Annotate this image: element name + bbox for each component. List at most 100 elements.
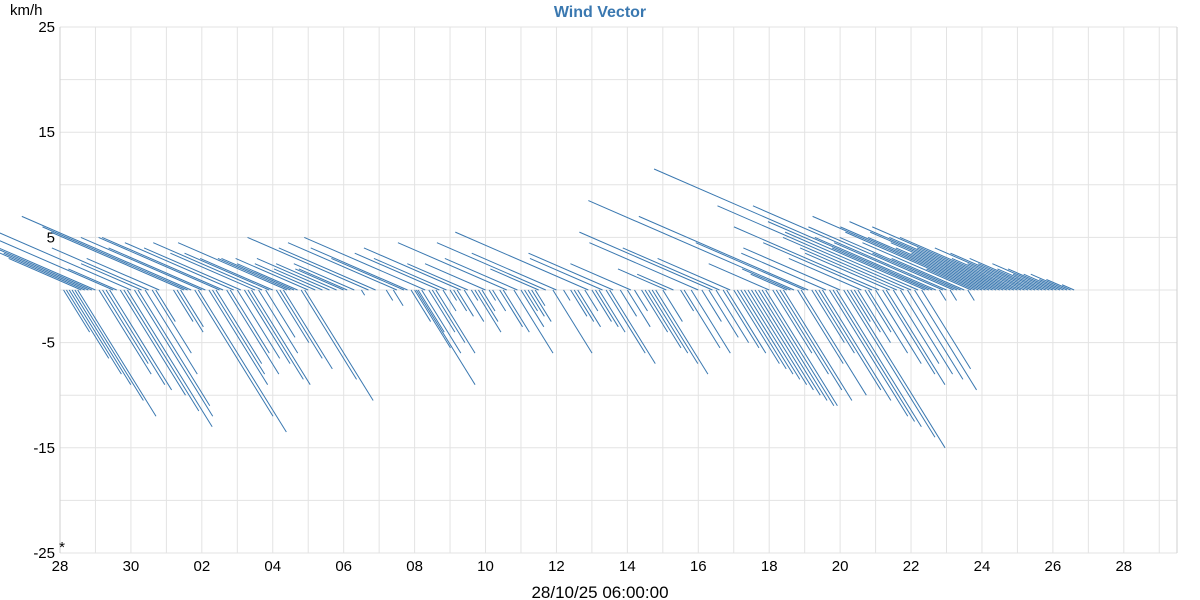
wind-vector-mark xyxy=(68,268,117,291)
wind-vector-mark xyxy=(651,289,699,364)
wind-vector-mark xyxy=(3,252,89,291)
wind-vector-mark xyxy=(108,247,206,291)
wind-vector-mark xyxy=(199,257,273,291)
wind-vector-mark xyxy=(644,289,682,349)
wind-vector-mark xyxy=(0,249,93,291)
wind-vector-mark xyxy=(50,231,185,291)
wind-vector-mark xyxy=(892,289,940,364)
wind-vector-mark xyxy=(98,236,220,291)
wind-vector-mark xyxy=(869,231,1004,291)
wind-vector-mark xyxy=(527,289,545,317)
wind-vector-mark xyxy=(295,268,344,291)
wind-vector-mark xyxy=(829,289,909,417)
wind-vector-mark xyxy=(513,289,554,354)
wind-vector-mark xyxy=(424,263,486,291)
wind-vector-mark xyxy=(531,289,552,322)
x-tick-label: 14 xyxy=(619,558,636,575)
wind-vector-mark xyxy=(435,289,476,354)
x-tick-label: 26 xyxy=(1045,558,1062,575)
wind-vector-mark xyxy=(397,242,507,291)
wind-vector-mark xyxy=(754,289,821,396)
wind-vector-mark xyxy=(662,289,683,322)
wind-vector-mark xyxy=(1023,273,1061,291)
wind-vector-mark xyxy=(683,289,721,349)
wind-vector-mark xyxy=(287,242,398,291)
wind-vector-mark xyxy=(619,289,638,317)
wind-vector-mark xyxy=(534,289,546,307)
wind-vector-mark xyxy=(153,242,263,291)
wind-vector-mark xyxy=(622,247,720,291)
x-tick-label: 24 xyxy=(974,558,991,575)
wind-vector-mark xyxy=(853,289,881,333)
wind-vector-mark xyxy=(818,289,882,391)
wind-vector-mark xyxy=(449,289,458,301)
wind-vector-mark xyxy=(0,232,132,291)
wind-vector-mark xyxy=(247,236,369,291)
wind-vector-mark xyxy=(71,289,132,385)
wind-vector-mark xyxy=(799,247,898,291)
wind-vector-mark xyxy=(414,289,451,349)
wind-vector-mark xyxy=(51,247,149,291)
wind-vector-mark xyxy=(431,289,466,343)
wind-vector-mark xyxy=(868,289,909,354)
wind-vector-mark xyxy=(636,273,674,291)
wind-vector-mark xyxy=(180,289,204,328)
wind-vector-mark xyxy=(589,242,699,291)
wind-vector-mark xyxy=(926,268,976,291)
y-axis-ticks: 25 15 5 -5 -15 -25 xyxy=(33,19,55,562)
wind-vector-mark xyxy=(899,289,954,375)
wind-vector-mark xyxy=(236,289,281,359)
wind-vector-mark xyxy=(857,289,891,343)
wind-vector-mark xyxy=(733,226,880,291)
wind-vector-mark xyxy=(8,257,82,291)
wind-vector-mark xyxy=(407,263,468,291)
x-tick-label: 28 xyxy=(52,558,69,575)
wind-vector-mark xyxy=(265,289,296,338)
x-tick-label: 10 xyxy=(477,558,494,575)
wind-vector-mark xyxy=(740,289,794,375)
wind-vector-mark xyxy=(779,289,843,391)
wind-vector-mark xyxy=(417,289,445,333)
wind-vector-mark xyxy=(741,252,827,291)
wind-vector-mark xyxy=(872,226,1018,291)
wind-vector-mark xyxy=(839,236,961,291)
wind-vector-mark xyxy=(570,289,588,317)
wind-vector-mark xyxy=(836,289,922,428)
wind-vector-mark xyxy=(584,289,599,312)
wind-vector-mark xyxy=(573,289,595,322)
wind-vector-mark xyxy=(254,263,316,291)
wind-vector-mark xyxy=(814,236,937,291)
wind-vector-mark xyxy=(598,289,626,333)
x-tick-label: 28 xyxy=(1115,558,1132,575)
wind-vector-mark xyxy=(363,247,461,291)
wind-vector-mark xyxy=(890,242,1000,291)
wind-vector-mark xyxy=(236,263,298,291)
wind-vector-mark xyxy=(502,289,530,333)
wind-vector-mark xyxy=(304,236,426,291)
wind-vector-mark xyxy=(634,289,648,312)
wind-vector-mark xyxy=(969,257,1043,291)
wind-vector-mark xyxy=(741,268,791,291)
wind-vector-mark xyxy=(481,289,496,312)
wind-vector-mark xyxy=(831,247,929,291)
wind-vector-mark xyxy=(528,252,614,291)
wind-vector-mark xyxy=(194,289,274,417)
wind-vector-mark xyxy=(63,289,91,333)
wind-vector-mark xyxy=(862,242,972,291)
wind-vector-mark xyxy=(895,247,993,291)
wind-vector-mark xyxy=(126,289,213,428)
wind-vector-mark xyxy=(520,289,545,328)
wind-vector-mark xyxy=(638,215,809,291)
wind-vector-mark xyxy=(226,289,280,375)
wind-vector-mark xyxy=(1030,273,1068,291)
x-tick-label: 08 xyxy=(406,558,423,575)
wind-vector-mark xyxy=(80,263,142,291)
wind-vector-mark xyxy=(258,289,299,354)
wind-vector-mark xyxy=(775,289,829,375)
wind-vector-mark xyxy=(217,257,291,291)
wind-vector-mark xyxy=(463,289,485,322)
wind-vector-mark xyxy=(797,289,844,364)
wind-vector-mark xyxy=(782,236,905,291)
wind-vector-mark xyxy=(889,236,1011,291)
